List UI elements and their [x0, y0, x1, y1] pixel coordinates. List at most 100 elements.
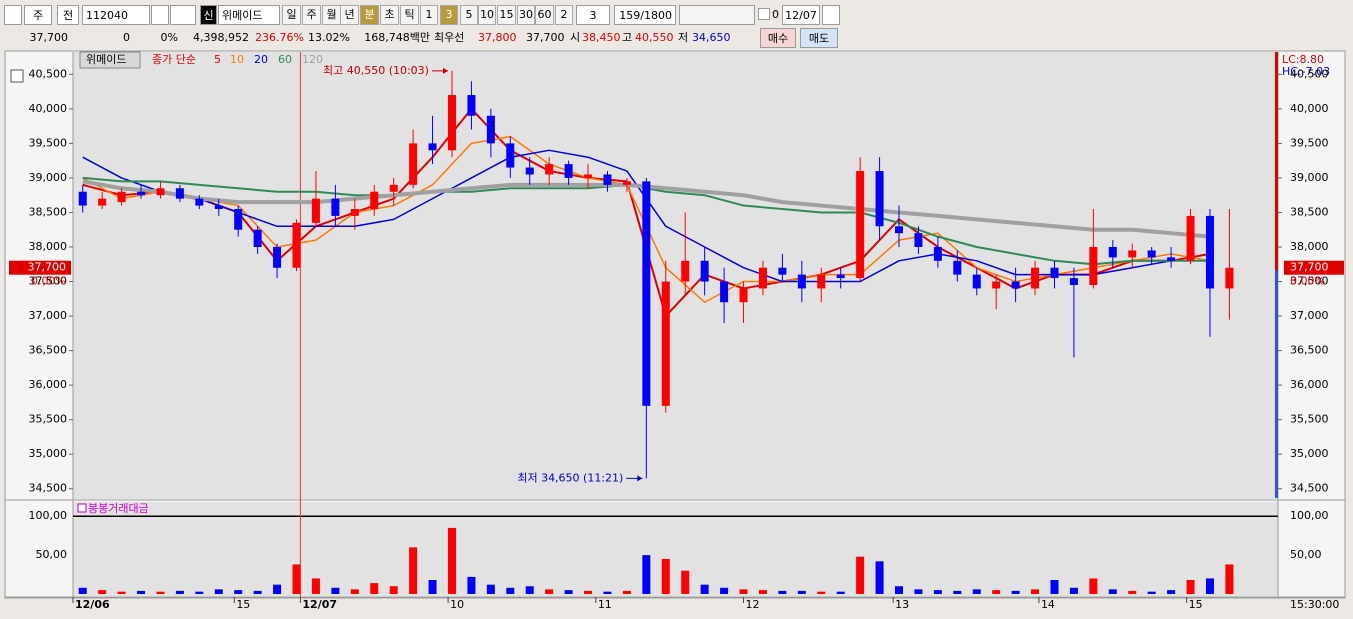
- candle-body: [98, 198, 107, 206]
- y-tick-label: 34,500: [29, 482, 68, 495]
- calendar-button[interactable]: [822, 5, 840, 25]
- annotation-arrow-head: [442, 67, 448, 74]
- toolbar-button[interactable]: 년: [340, 5, 359, 25]
- toolbar-button[interactable]: 30: [517, 5, 535, 25]
- volume-bar: [273, 584, 282, 594]
- toolbar-button[interactable]: 초: [380, 5, 399, 25]
- stock-name[interactable]: 위메이드: [218, 5, 280, 25]
- volume-bar: [1031, 589, 1040, 594]
- toolbar-button[interactable]: 10: [478, 5, 496, 25]
- volume-bar: [117, 591, 126, 594]
- y-tick-label: 37,500: [29, 275, 68, 288]
- search-button[interactable]: [151, 5, 169, 25]
- last-price-box: [1284, 260, 1344, 275]
- toolbar-button[interactable]: 일: [282, 5, 301, 25]
- toolbar-button[interactable]: 분: [360, 5, 379, 25]
- range-bar-down: [1275, 270, 1278, 498]
- last-price-label: 37,700: [28, 261, 67, 274]
- scope-button[interactable]: 전: [57, 5, 79, 25]
- volume-bar: [350, 589, 359, 594]
- candle-body: [331, 198, 340, 216]
- range-bar-up: [1275, 52, 1278, 270]
- y2-tick-label: 38,500: [1290, 205, 1329, 218]
- volume-bar: [817, 591, 826, 594]
- candle-body: [428, 143, 437, 151]
- candle-body: [506, 143, 515, 168]
- volume: 4,398,952: [193, 31, 249, 44]
- x-tick-label: 14: [1041, 598, 1055, 611]
- buy-button[interactable]: 매수: [760, 28, 796, 48]
- candle-body: [1050, 267, 1059, 279]
- y2-tick-label: 36,500: [1290, 344, 1329, 357]
- toolbar-button[interactable]: 15: [497, 5, 516, 25]
- volume-bar: [156, 591, 165, 594]
- volume-bar: [389, 586, 398, 594]
- volume-bar: [292, 564, 301, 594]
- y-tick-label: 36,500: [29, 344, 68, 357]
- volume-bar: [1050, 580, 1059, 594]
- y2-tick-label: 36,000: [1290, 378, 1329, 391]
- low: 34,650: [692, 31, 731, 44]
- price: 37,700: [29, 31, 69, 44]
- volume-bar: [603, 591, 612, 594]
- market-select[interactable]: 주: [24, 5, 52, 25]
- candle-body: [584, 174, 593, 178]
- toolbar-button[interactable]: 틱: [400, 5, 419, 25]
- candle-body: [603, 174, 612, 185]
- legend-entry: 20: [254, 53, 268, 66]
- y-tick-label: 39,500: [29, 136, 68, 149]
- candle-body: [1128, 250, 1137, 258]
- chart-icon[interactable]: [10, 69, 24, 83]
- interval-select[interactable]: 3: [576, 5, 610, 25]
- volume-bar: [447, 527, 456, 594]
- candle-body: [156, 188, 165, 196]
- volume-bar: [1225, 564, 1234, 594]
- legend-entry: 120: [302, 53, 323, 66]
- open-label: 시: [570, 31, 581, 44]
- tool-icons[interactable]: [679, 5, 755, 25]
- candle-body: [137, 191, 146, 196]
- toolbar-button[interactable]: 60: [535, 5, 554, 25]
- last-change-label: 0.00%: [31, 275, 66, 288]
- candle-body: [525, 167, 534, 175]
- volume-ratio: 236.76%: [255, 31, 304, 44]
- toolbar-button[interactable]: 5: [460, 5, 478, 25]
- count-input[interactable]: 159/1800: [614, 5, 676, 25]
- toolbar-button[interactable]: 주: [302, 5, 321, 25]
- date-input[interactable]: 12/07: [782, 5, 820, 25]
- y2-tick-label: 37,500: [1290, 275, 1329, 288]
- volume-bar: [933, 590, 942, 594]
- volume-bar: [78, 587, 87, 594]
- chart-menu[interactable]: [4, 5, 22, 25]
- y2-tick-label: 35,000: [1290, 447, 1329, 460]
- candle-body: [389, 184, 398, 192]
- candle-body: [195, 198, 204, 206]
- volume-bar: [992, 590, 1001, 594]
- candle-body: [253, 229, 262, 247]
- candle-body: [895, 226, 904, 234]
- code-input[interactable]: 112040: [82, 5, 150, 25]
- sell-button[interactable]: 매도: [800, 28, 838, 48]
- y-tick-label: 36,000: [29, 378, 68, 391]
- volume-bar: [175, 590, 184, 594]
- candle-body: [817, 274, 826, 289]
- toolbar-button[interactable]: 2: [555, 5, 573, 25]
- volume-bar: [545, 589, 554, 594]
- candle-body: [778, 267, 787, 275]
- ask: 37,800: [478, 31, 517, 44]
- volume-bar: [584, 590, 593, 594]
- lc-label: LC:8.80: [1282, 53, 1324, 66]
- open: 38,450: [582, 31, 621, 44]
- sound-button[interactable]: [170, 5, 196, 25]
- x-tick-label: 15: [1189, 598, 1203, 611]
- checkbox[interactable]: [758, 8, 770, 20]
- toolbar-button[interactable]: 1: [420, 5, 438, 25]
- legend-entry: 60: [278, 53, 292, 66]
- candle-body: [292, 222, 301, 268]
- volume-bar: [758, 590, 767, 594]
- toolbar-button[interactable]: 월: [322, 5, 341, 25]
- candle-body: [933, 246, 942, 261]
- toolbar-button[interactable]: 3: [440, 5, 458, 25]
- candle-body: [350, 209, 359, 216]
- candle-body: [1069, 278, 1078, 285]
